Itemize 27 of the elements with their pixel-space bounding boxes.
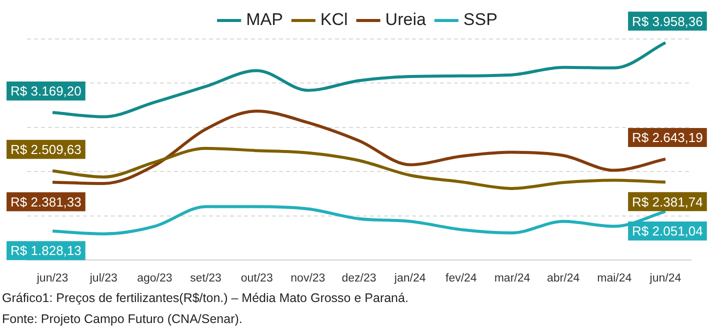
data-label: R$ 3.169,20 <box>10 84 82 99</box>
x-tick-label: set/23 <box>190 272 222 284</box>
x-tick-label: out/23 <box>240 272 273 284</box>
data-label: R$ 1.828,13 <box>10 243 82 258</box>
legend-label: SSP <box>463 10 498 30</box>
text: Gráfico1: Preços de fertilizantes(R$/ton.) – Média Mato Grosso e Paraná. <box>2 290 410 307</box>
data-label: R$ 2.381,74 <box>632 194 703 210</box>
x-tick-label: ago/23 <box>137 272 172 284</box>
legend-label: Ureia <box>385 10 426 30</box>
data-label: R$ 2.509,63 <box>10 142 82 157</box>
x-tick-label: mar/24 <box>494 272 531 284</box>
x-tick-label: jun/23 <box>36 272 68 284</box>
x-tick-label: nov/23 <box>290 272 326 284</box>
data-label: R$ 2.051,04 <box>632 224 703 239</box>
source-note: Fonte: Projeto Campo Futuro (CNA/Senar). <box>2 311 244 328</box>
x-tick-label: dez/23 <box>342 272 376 284</box>
x-tick-label: mai/24 <box>597 272 632 284</box>
legend-label: MAP <box>246 10 283 30</box>
x-tick-label: jun/24 <box>648 272 682 284</box>
data-label: R$ 3.958,36 <box>632 14 703 29</box>
x-tick-label: jan/24 <box>393 272 426 284</box>
x-tick-label: jul/23 <box>88 272 118 284</box>
data-label: R$ 2.381,33 <box>10 194 82 210</box>
legend-label: KCl <box>320 10 348 30</box>
x-tick-label: abr/24 <box>547 272 580 284</box>
data-label: R$ 2.643,19 <box>632 130 703 146</box>
x-tick-label: fev/24 <box>445 272 478 284</box>
